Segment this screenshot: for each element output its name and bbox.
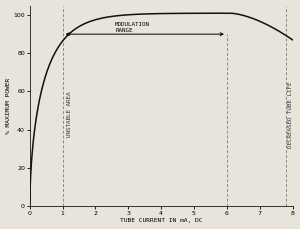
- Text: DECREASED TUBE LIFE: DECREASED TUBE LIFE: [288, 81, 293, 147]
- Text: RANGE: RANGE: [115, 28, 133, 33]
- Text: MODULATION: MODULATION: [115, 22, 150, 27]
- Y-axis label: % MAXIMUM POWER: % MAXIMUM POWER: [6, 78, 10, 134]
- Text: UNSTABLE AREA: UNSTABLE AREA: [67, 92, 72, 137]
- X-axis label: TUBE CURRENT IN mA, DC: TUBE CURRENT IN mA, DC: [120, 218, 202, 224]
